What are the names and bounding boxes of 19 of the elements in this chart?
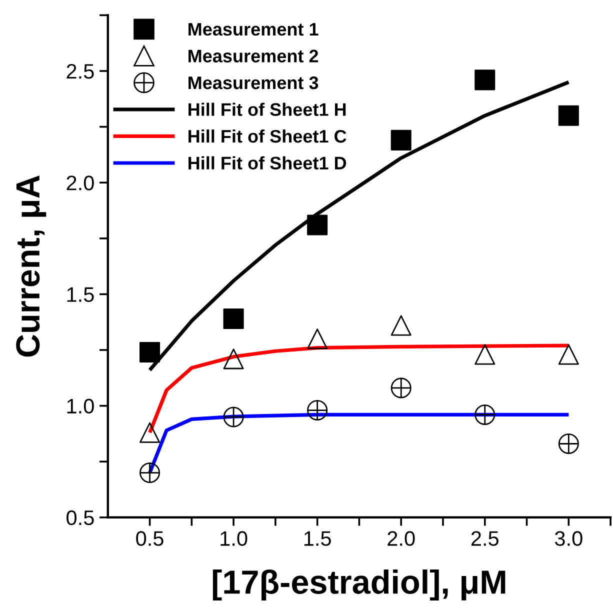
x-axis-title: [17β-estradiol], μM xyxy=(212,569,506,601)
legend-label: Measurement 2 xyxy=(188,50,318,62)
legend-label: Hill Fit of Sheet1 C xyxy=(188,129,346,143)
y-tick-label: 2.0 xyxy=(66,176,94,190)
y-tick-label: 2.5 xyxy=(66,64,94,79)
legend-label: Hill Fit of Sheet1 H xyxy=(188,102,346,116)
x-tick-label: 3.0 xyxy=(554,531,582,546)
legend-label: Measurement 1 xyxy=(188,23,318,36)
legend-label: Measurement 3 xyxy=(188,76,318,90)
x-tick-label: 1.5 xyxy=(304,531,331,546)
x-tick-label: 2.5 xyxy=(471,531,498,546)
y-tick-label: 0.5 xyxy=(66,510,94,526)
y-tick-label: 1.0 xyxy=(67,398,94,414)
y-tick-label: 1.5 xyxy=(67,287,94,302)
y-axis-title: Current, μA xyxy=(16,176,46,357)
x-tick-label: 0.5 xyxy=(136,531,164,546)
x-tick-label: 2.0 xyxy=(388,531,415,546)
x-tick-label: 1.0 xyxy=(220,531,248,546)
legend-label: Hill Fit of Sheet1 D xyxy=(188,156,346,170)
